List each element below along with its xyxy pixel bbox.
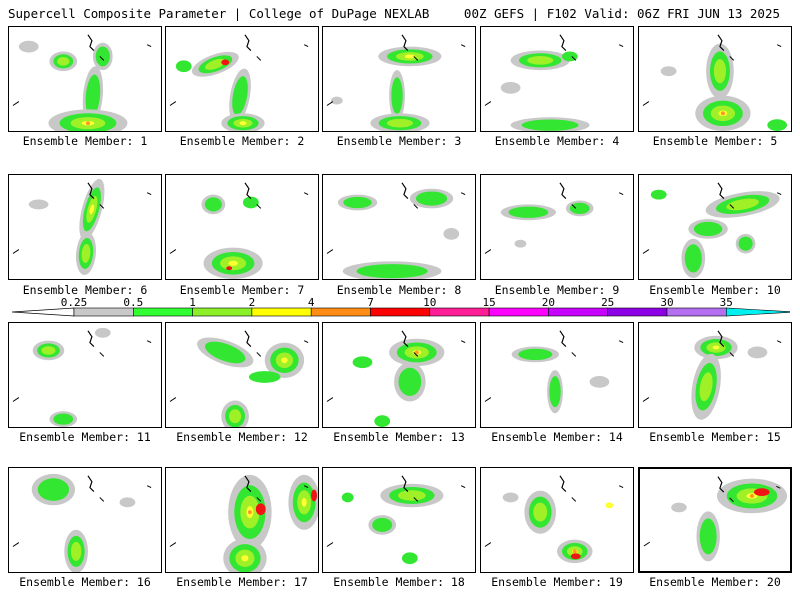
colorbar-level-label: 0.5 [123,298,143,309]
colorbar-swatch [133,307,193,317]
scp-field-map [484,330,624,414]
ensemble-member-caption: Ensemble Member: 17 [176,575,308,589]
ensemble-member-caption: Ensemble Member: 15 [649,430,781,444]
ensemble-member-map[interactable] [322,322,476,428]
ensemble-member-caption: Ensemble Member: 7 [179,283,305,297]
ensemble-member-caption: Ensemble Member: 2 [179,134,305,148]
colorbar-level-label: 1 [189,298,196,309]
map-title: Supercell Composite Parameter | College … [8,6,430,21]
ensemble-member-map[interactable] [638,322,792,428]
ensemble-member-map[interactable] [8,174,162,280]
ensemble-member-map[interactable] [480,174,634,280]
ensemble-member-caption: Ensemble Member: 12 [176,430,308,444]
scp-field-map [484,34,624,131]
colorbar-level-label: 35 [720,298,733,309]
ensemble-member-map[interactable] [8,26,162,132]
scp-field-map [642,182,782,279]
ensemble-member-caption: Ensemble Member: 5 [652,134,778,148]
scp-field-map [484,475,624,564]
colorbar-level-label: 7 [367,298,374,309]
ensemble-member-caption: Ensemble Member: 14 [491,430,623,444]
colorbar-level-label: 0.25 [61,298,88,309]
ensemble-member-map[interactable] [480,467,634,573]
ensemble-member-caption: Ensemble Member: 4 [494,134,620,148]
ensemble-member-map[interactable] [638,467,792,573]
colorbar-swatch [548,307,609,317]
ensemble-member-map[interactable] [8,322,162,428]
colorbar-left-cap [11,307,75,317]
ensemble-member-caption: Ensemble Member: 11 [19,430,151,444]
ensemble-member-caption: Ensemble Member: 10 [649,283,781,297]
ensemble-member-map[interactable] [638,26,792,132]
colorbar-level-label: 20 [542,298,555,309]
colorbar-level-label: 15 [482,298,495,309]
colorbar-swatch [73,307,134,317]
scp-field-map [12,34,152,131]
colorbar-level-label: 4 [308,298,315,309]
ensemble-member-caption: Ensemble Member: 18 [333,575,465,589]
colorbar-swatch [192,307,253,317]
colorbar-level-label: 2 [249,298,256,309]
colorbar-legend: 0.25 0.5 1 2 4 7 10 15 20 25 30 35 [11,298,790,317]
scp-field-map [12,473,152,572]
ensemble-member-caption: Ensemble Member: 20 [649,575,781,589]
ensemble-member-map[interactable] [165,174,319,280]
ensemble-member-caption: Ensemble Member: 19 [491,575,623,589]
ensemble-member-caption: Ensemble Member: 13 [333,430,465,444]
scp-field-map [643,476,788,562]
scp-field-map [12,327,152,427]
scp-field-map [326,34,466,131]
ensemble-member-caption: Ensemble Member: 9 [494,283,620,297]
ensemble-member-map[interactable] [322,467,476,573]
colorbar-swatch [251,307,312,317]
ensemble-member-map[interactable] [480,26,634,132]
scp-field-map [12,178,152,276]
scp-field-map [169,182,309,279]
ensemble-member-map[interactable] [165,26,319,132]
scp-field-map [642,330,782,420]
colorbar-swatch [666,307,727,317]
ensemble-member-map[interactable] [8,467,162,573]
scp-field-map [169,34,309,131]
ensemble-member-map[interactable] [480,322,634,428]
ensemble-member-caption: Ensemble Member: 1 [22,134,148,148]
ensemble-member-caption: Ensemble Member: 6 [22,283,148,297]
scp-field-map [169,330,309,427]
scp-field-map [484,182,624,254]
colorbar-swatch [488,307,549,317]
ensemble-member-map[interactable] [322,174,476,280]
scp-field-map [326,330,466,427]
ensemble-member-map[interactable] [165,467,319,573]
scp-field-map [326,182,466,279]
colorbar-level-label: 25 [601,298,614,309]
colorbar-swatch [429,307,490,317]
ensemble-member-caption: Ensemble Member: 16 [19,575,151,589]
ensemble-member-map[interactable] [638,174,792,280]
colorbar-level-label: 10 [423,298,436,309]
colorbar-swatch [607,307,668,317]
ensemble-member-caption: Ensemble Member: 8 [336,283,462,297]
colorbar-level-label: 30 [660,298,673,309]
scp-field-map [326,475,466,565]
scp-field-map [169,474,318,572]
colorbar-swatch [370,307,431,317]
valid-time: 00Z GEFS | F102 Valid: 06Z FRI JUN 13 20… [463,6,780,21]
scp-field-map [642,34,788,131]
ensemble-member-map[interactable] [165,322,319,428]
colorbar-swatch [725,307,790,317]
ensemble-member-map[interactable] [322,26,476,132]
colorbar-swatch [310,307,371,317]
ensemble-member-caption: Ensemble Member: 3 [336,134,462,148]
